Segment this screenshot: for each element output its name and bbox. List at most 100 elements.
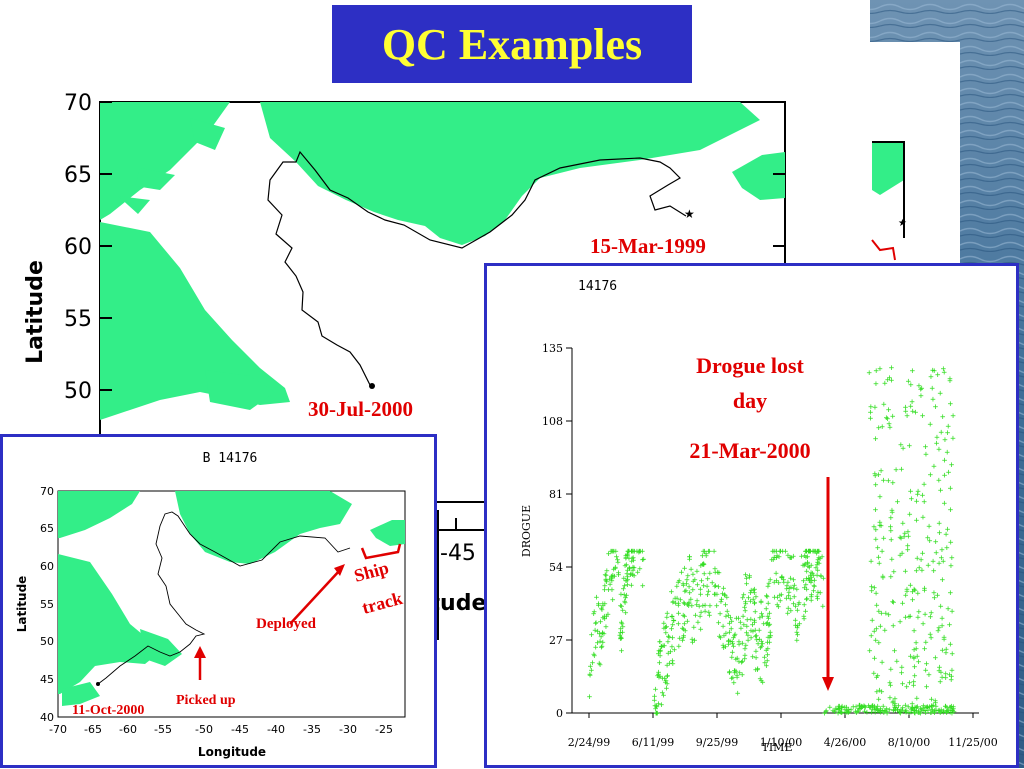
- drogue-point: +: [706, 608, 712, 618]
- drogue-point: +: [618, 635, 624, 645]
- drogue-point: +: [879, 609, 885, 619]
- drogue-point: +: [893, 706, 899, 716]
- drogue-point: +: [878, 708, 884, 718]
- drogue-point: +: [738, 618, 744, 628]
- drogue-point: +: [839, 709, 845, 719]
- drogue-point: +: [588, 662, 594, 672]
- drogue-point: +: [765, 633, 771, 643]
- drogue-point: +: [734, 614, 740, 624]
- drogue-point: +: [788, 607, 794, 617]
- drogue-point: +: [668, 647, 674, 657]
- drogue-point: +: [767, 638, 773, 648]
- drogue-point: +: [619, 618, 625, 628]
- drogue-point: +: [949, 709, 955, 719]
- drogue-point: +: [856, 707, 862, 717]
- drogue-point: +: [920, 411, 926, 421]
- end-date-label: 11-Oct-2000: [72, 703, 144, 718]
- drogue-point: +: [939, 673, 945, 683]
- drogue-point: +: [764, 604, 770, 614]
- small-map: B 14176 -70 -65 -60 -55 -50 -45 -40 -35 …: [0, 434, 437, 768]
- drogue-point: +: [681, 611, 687, 621]
- drogue-point: +: [620, 628, 626, 638]
- drogue-point: +: [631, 556, 637, 566]
- drogue-point: +: [736, 637, 742, 647]
- drogue-point: +: [814, 571, 820, 581]
- drogue-point: +: [877, 364, 883, 374]
- drogue-point: +: [889, 364, 895, 374]
- drogue-point: +: [700, 560, 706, 570]
- drogue-point: +: [742, 644, 748, 654]
- drogue-point: +: [879, 687, 885, 697]
- drogue-point: +: [656, 673, 662, 683]
- drogue-point: +: [859, 702, 865, 712]
- drogue-point: +: [721, 644, 727, 654]
- drogue-point: +: [786, 592, 792, 602]
- drogue-point: +: [925, 706, 931, 716]
- drogue-point: +: [625, 550, 631, 560]
- drogue-point: +: [754, 631, 760, 641]
- drogue-point: +: [665, 672, 671, 682]
- drogue-point: +: [808, 571, 814, 581]
- drogue-point: +: [914, 652, 920, 662]
- drogue-point: +: [857, 701, 863, 711]
- drogue-point: +: [592, 652, 598, 662]
- drogue-point: +: [768, 631, 774, 641]
- drogue-point: +: [940, 646, 946, 656]
- drogue-point: +: [880, 572, 886, 582]
- drogue-point: +: [622, 561, 628, 571]
- drogue-point: +: [624, 591, 630, 601]
- drogue-point: +: [629, 554, 635, 564]
- drogue-point: +: [666, 649, 672, 659]
- drogue-point: +: [621, 574, 627, 584]
- drogue-point: +: [757, 626, 763, 636]
- drogue-point: +: [609, 586, 615, 596]
- drogue-point: +: [886, 405, 892, 415]
- drogue-point: +: [609, 572, 615, 582]
- drogue-xtick-label: 11/25/00: [948, 736, 997, 749]
- drogue-point: +: [842, 708, 848, 718]
- drogue-point: +: [944, 708, 950, 718]
- drogue-point: +: [759, 609, 765, 619]
- drogue-point: +: [877, 707, 883, 717]
- drogue-point: +: [875, 702, 881, 712]
- drogue-point: +: [704, 582, 710, 592]
- drogue-point: +: [946, 706, 952, 716]
- drogue-point: +: [730, 648, 736, 658]
- drogue-point: +: [930, 366, 936, 376]
- drogue-point: +: [802, 601, 808, 611]
- drogue-point: +: [873, 526, 879, 536]
- drogue-point: +: [805, 562, 811, 572]
- drogue-point: +: [942, 368, 948, 378]
- drogue-point: +: [787, 584, 793, 594]
- drogue-point: +: [744, 622, 750, 632]
- drogue-point: +: [891, 622, 897, 632]
- drogue-point: +: [921, 480, 927, 490]
- drogue-point: +: [655, 672, 661, 682]
- drogue-point: +: [679, 568, 685, 578]
- drogue-point: +: [868, 414, 874, 424]
- drogue-point: +: [755, 665, 761, 675]
- drogue-point: +: [949, 706, 955, 716]
- drogue-point: +: [807, 577, 813, 587]
- drogue-point: +: [915, 490, 921, 500]
- drogue-point: +: [774, 547, 780, 557]
- drogue-point: +: [816, 547, 822, 557]
- drogue-point: +: [844, 708, 850, 718]
- drogue-x-ticks: 2/24/99 6/11/99 9/25/99 1/10/00 4/26/00 8/10/…: [568, 713, 998, 749]
- drogue-point: +: [844, 703, 850, 713]
- drogue-point: +: [634, 547, 640, 557]
- drogue-point: +: [810, 569, 816, 579]
- drogue-point: +: [833, 704, 839, 714]
- picked-up-label: Picked up: [176, 693, 236, 708]
- drogue-point: +: [910, 366, 916, 376]
- drogue-point: +: [874, 624, 880, 634]
- drogue-point: +: [805, 558, 811, 568]
- drogue-point: +: [923, 709, 929, 719]
- drogue-point: +: [713, 581, 719, 591]
- drogue-point: +: [629, 581, 635, 591]
- drogue-point: +: [764, 592, 770, 602]
- drogue-lost-arrow-head: [822, 677, 834, 691]
- drogue-point: +: [873, 480, 879, 490]
- drogue-point: +: [884, 707, 890, 717]
- drogue-point: +: [931, 566, 937, 576]
